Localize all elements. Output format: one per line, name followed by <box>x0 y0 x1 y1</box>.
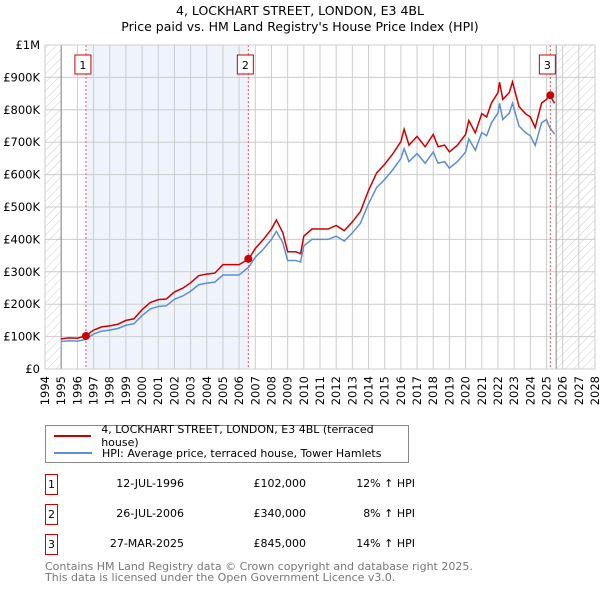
x-tick-label: 2022 <box>491 376 505 405</box>
sale-point <box>546 91 555 100</box>
sale-marker-label: 2 <box>45 504 58 525</box>
y-tick-label: £300K <box>3 265 40 279</box>
y-tick-label: £800K <box>3 103 40 117</box>
y-tick-label: £100K <box>3 330 40 344</box>
x-tick-label: 2002 <box>167 376 181 405</box>
sale-date: 12-JUL-1996 <box>116 477 184 490</box>
y-tick-label: £500K <box>3 200 40 214</box>
property-price-line <box>61 79 556 340</box>
sale-hpi: 12% ↑ HPI <box>356 477 415 490</box>
sale-marker-label: 1 <box>45 474 58 495</box>
chart-title: 4, LOCKHART STREET, LONDON, E3 4BL <box>176 3 424 18</box>
x-tick-label: 1995 <box>54 376 68 405</box>
sale-hpi: 8% ↑ HPI <box>363 507 415 520</box>
x-tick-label: 2020 <box>459 376 473 405</box>
x-tick-label: 2006 <box>232 376 246 405</box>
y-tick-label: £200K <box>3 297 40 311</box>
x-tick-label: 2011 <box>313 376 327 405</box>
x-tick-label: 2007 <box>248 376 262 405</box>
sale-label-box <box>538 54 556 75</box>
x-tick-label: 1997 <box>87 376 101 405</box>
sale-row-1: 1 12-JUL-1996 £102,000 12% ↑ HPI <box>45 474 415 495</box>
y-tick-label: £600K <box>3 168 40 182</box>
sale-label: 1 <box>79 59 86 72</box>
x-tick-label: 2015 <box>378 376 392 405</box>
legend: 4, LOCKHART STREET, LONDON, E3 4BL (terr… <box>45 423 409 463</box>
sale-row-3: 3 27-MAR-2025 £845,000 14% ↑ HPI <box>45 534 415 555</box>
x-tick-label: 2024 <box>523 376 537 405</box>
x-tick-label: 2026 <box>556 376 570 405</box>
sale-row-2: 2 26-JUL-2006 £340,000 8% ↑ HPI <box>45 504 415 525</box>
chart-subtitle: Price paid vs. HM Land Registry's House … <box>121 19 479 34</box>
legend-swatch-property <box>54 435 92 437</box>
sale-hpi: 14% ↑ HPI <box>356 537 415 550</box>
y-tick-label: £0 <box>25 362 40 376</box>
x-tick-label: 2027 <box>572 376 586 405</box>
y-tick-label: £900K <box>3 70 40 84</box>
x-tick-label: 2012 <box>329 376 343 405</box>
x-tick-label: 2013 <box>345 376 359 405</box>
sale-label: 3 <box>544 59 551 72</box>
footer: Contains HM Land Registry data © Crown c… <box>45 561 473 583</box>
price-chart: 1994 1995 1996 1997 1998 1999 2000 2001 2002 2003… <box>3 38 600 405</box>
sale-date: 27-MAR-2025 <box>109 537 184 550</box>
x-tick-label: 1999 <box>119 376 133 405</box>
sale-label-box <box>74 54 92 75</box>
x-tick-label: 2001 <box>151 376 165 405</box>
y-tick-label: £1M <box>15 38 40 52</box>
x-tick-label: 2019 <box>442 376 456 405</box>
sale-point <box>244 254 253 263</box>
x-tick-label: 2009 <box>281 376 295 405</box>
x-tick-label: 2018 <box>426 376 440 405</box>
x-tick-label: 2010 <box>297 376 311 405</box>
sale-label: 2 <box>242 59 249 72</box>
y-tick-label: £700K <box>3 135 40 149</box>
sale-point <box>81 331 90 340</box>
x-tick-label: 2003 <box>184 376 198 405</box>
legend-label-hpi: HPI: Average price, terraced house, Towe… <box>102 446 382 460</box>
x-tick-label: 2016 <box>394 376 408 405</box>
sale-label-box <box>236 54 254 75</box>
sale-price: £340,000 <box>253 507 307 520</box>
x-tick-label: 2000 <box>135 376 149 405</box>
legend-swatch-hpi <box>54 452 92 454</box>
footer-line-2: This data is licensed under the Open Gov… <box>45 571 396 584</box>
legend-label-property: 4, LOCKHART STREET, LONDON, E3 4BL (terr… <box>101 423 374 449</box>
x-tick-label: 1998 <box>103 376 117 405</box>
plot-border <box>44 44 596 370</box>
x-tick-label: 2004 <box>200 376 214 405</box>
sale-date: 26-JUL-2006 <box>116 507 184 520</box>
footer-line-1: Contains HM Land Registry data © Crown c… <box>45 560 473 573</box>
x-tick-label: 2025 <box>539 376 553 405</box>
sale-price: £845,000 <box>253 537 307 550</box>
x-tick-label: 2028 <box>588 376 600 405</box>
x-tick-label: 2017 <box>410 376 424 405</box>
x-tick-label: 2023 <box>507 376 521 405</box>
x-tick-label: 2005 <box>216 376 230 405</box>
sale-marker-label: 3 <box>45 534 58 555</box>
x-tick-label: 1994 <box>38 376 52 405</box>
x-tick-label: 2014 <box>362 376 376 405</box>
sale-price: £102,000 <box>253 477 307 490</box>
x-tick-label: 1996 <box>70 376 84 405</box>
x-tick-label: 2008 <box>264 376 278 405</box>
x-tick-label: 2021 <box>475 376 489 405</box>
hpi-line <box>61 100 556 343</box>
y-tick-label: £400K <box>3 232 40 246</box>
